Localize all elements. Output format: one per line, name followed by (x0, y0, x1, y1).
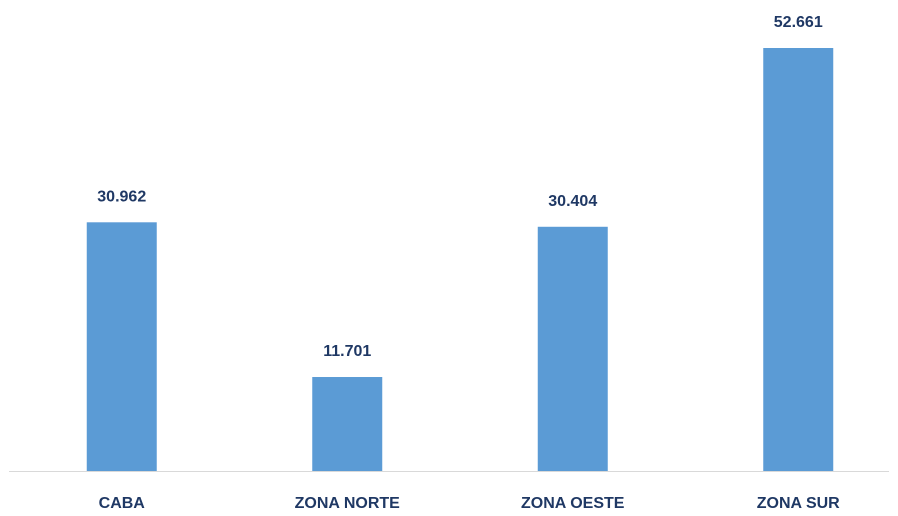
x-tick-label: CABA (99, 495, 146, 512)
x-tick-label: ZONA NORTE (295, 495, 401, 512)
bar (312, 377, 383, 471)
value-label: 11.701 (323, 343, 371, 360)
bar (763, 48, 834, 471)
value-label: 30.962 (97, 189, 146, 206)
value-label: 30.404 (548, 193, 597, 210)
value-label: 52.661 (774, 14, 823, 31)
bar (86, 222, 157, 471)
bar (537, 226, 608, 471)
x-tick-label: ZONA OESTE (521, 495, 625, 512)
x-tick-label: ZONA SUR (757, 495, 840, 512)
